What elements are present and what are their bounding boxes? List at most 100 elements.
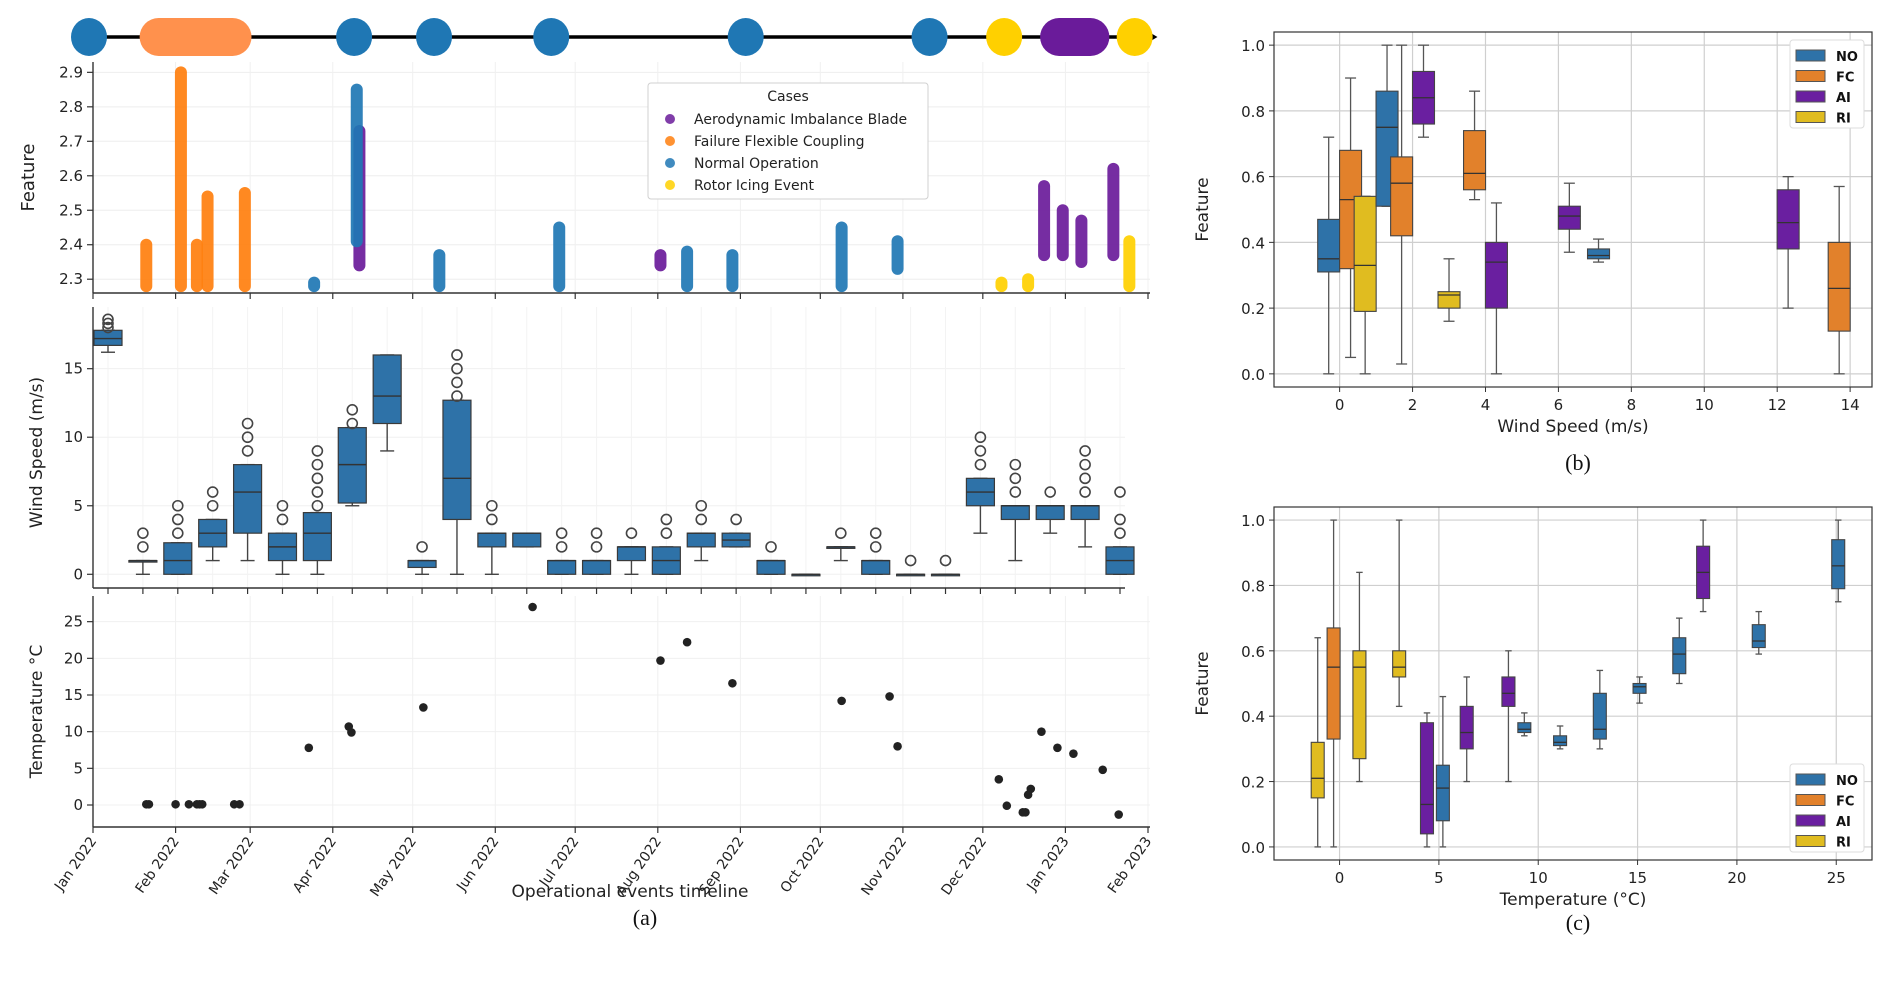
outlier-point <box>451 362 463 375</box>
box-AI <box>1411 44 1436 138</box>
outlier-point <box>1079 445 1091 457</box>
legend-box <box>1789 763 1865 853</box>
y-tick-label: 0.8 <box>1241 103 1265 121</box>
box-iqr <box>581 559 612 575</box>
box-iqr <box>1326 627 1341 740</box>
temperature-point <box>347 728 356 737</box>
box-iqr <box>232 464 263 534</box>
y-tick-label: 0.8 <box>1241 577 1265 595</box>
outlier-point <box>939 554 952 567</box>
x-tick-label: Feb 2023 <box>1105 834 1155 896</box>
caption-b: (b) <box>1565 450 1591 475</box>
y-tick-label: 1.0 <box>1241 512 1265 530</box>
y-tick-label: 2.6 <box>59 167 83 185</box>
box-iqr <box>1070 505 1100 521</box>
box-iqr <box>686 532 716 548</box>
y-tick-label: 0.4 <box>1241 708 1265 726</box>
outlier-point <box>1009 458 1022 471</box>
legend-label: AI <box>1836 815 1851 830</box>
outlier-point <box>1044 486 1057 498</box>
scatter-cluster-AI <box>1056 204 1069 262</box>
x-tick-label: 8 <box>1627 396 1637 414</box>
box-AI <box>1484 202 1508 375</box>
y-axis-label: Wind Speed (m/s) <box>27 377 47 528</box>
axes-frame <box>1273 506 1873 861</box>
wind-box <box>686 499 716 562</box>
y-tick-label: 2.5 <box>59 201 83 219</box>
wind-box <box>407 541 437 575</box>
box-AI <box>1419 712 1435 848</box>
temperature-point <box>304 743 314 753</box>
box-iqr <box>547 559 577 575</box>
outlier-point <box>311 458 324 471</box>
outlier-point <box>1079 458 1091 471</box>
y-tick-label: 10 <box>64 428 83 446</box>
outlier-point <box>171 499 184 512</box>
wind-box <box>1000 458 1030 562</box>
outlier-point <box>346 404 359 416</box>
outlier-point <box>904 554 917 567</box>
box-iqr <box>1501 676 1516 707</box>
y-tick-label: 0.0 <box>1241 366 1265 384</box>
y-tick-label: 10 <box>64 723 83 741</box>
box-iqr <box>1353 195 1377 312</box>
box-iqr <box>1352 650 1367 760</box>
x-tick-label: Feb 2022 <box>133 834 183 896</box>
wind-box <box>861 527 891 575</box>
wind-box <box>372 354 402 452</box>
box-AI <box>1776 175 1800 309</box>
legend-marker-FC <box>665 136 675 146</box>
outlier-point <box>1114 527 1126 539</box>
box-iqr <box>1632 682 1647 694</box>
outlier-point <box>206 486 219 498</box>
box-iqr <box>1831 539 1846 590</box>
timeline-event-NO <box>727 18 764 56</box>
temperature-point <box>197 799 207 809</box>
temperature-point <box>1053 743 1062 753</box>
box-iqr <box>1035 505 1065 521</box>
outlier-point <box>486 499 498 512</box>
box-iqr <box>861 559 891 575</box>
outlier-point <box>171 513 184 526</box>
y-tick-label: 0 <box>73 796 83 814</box>
box-iqr <box>1517 722 1532 734</box>
outlier-point <box>137 527 149 539</box>
scatter-cluster-NO <box>350 83 363 248</box>
outlier-point <box>276 513 289 526</box>
box-iqr <box>1586 248 1611 260</box>
plot-area <box>1274 507 1872 860</box>
x-tick-label: Jan 2022 <box>51 834 100 895</box>
outlier-point <box>137 541 149 553</box>
outlier-point <box>311 472 324 485</box>
timeline-event-FC <box>139 18 252 56</box>
box-NO <box>1435 695 1450 848</box>
scatter-cluster-AI <box>1038 180 1051 262</box>
outlier-point <box>451 349 463 361</box>
legend-label: FC <box>1836 795 1854 810</box>
outlier-point <box>311 445 324 457</box>
x-tick-label: 12 <box>1768 396 1787 414</box>
scatter-cluster-RI <box>1022 273 1035 293</box>
outlier-point <box>451 390 463 402</box>
temperature-point <box>171 799 180 809</box>
y-tick-label: 0.6 <box>1241 169 1265 187</box>
feature-scatter-panel: 2.3 2.4 2.5 2.6 2.7 2.8 2.9 Feature Cases Aerodyn… <box>18 62 1150 299</box>
box-iqr <box>1435 764 1450 822</box>
axes-frame <box>1273 31 1873 388</box>
box-RI <box>1352 571 1367 783</box>
box-NO <box>1517 712 1532 737</box>
legend-label: AI <box>1836 91 1851 106</box>
outlier-point <box>171 527 184 539</box>
box-NO <box>1751 610 1766 655</box>
outlier-point <box>660 513 673 526</box>
outlier-point <box>1079 472 1091 485</box>
outlier-point <box>869 541 882 553</box>
outlier-point <box>241 417 254 430</box>
x-tick-label: Jun 2022 <box>453 834 502 895</box>
temperature-point <box>1069 749 1078 758</box>
legend: NO FC AI RI <box>1789 763 1865 853</box>
x-tick-label: Oct 2022 <box>778 834 828 896</box>
temperature-point <box>837 696 846 706</box>
wind-box <box>581 527 612 575</box>
